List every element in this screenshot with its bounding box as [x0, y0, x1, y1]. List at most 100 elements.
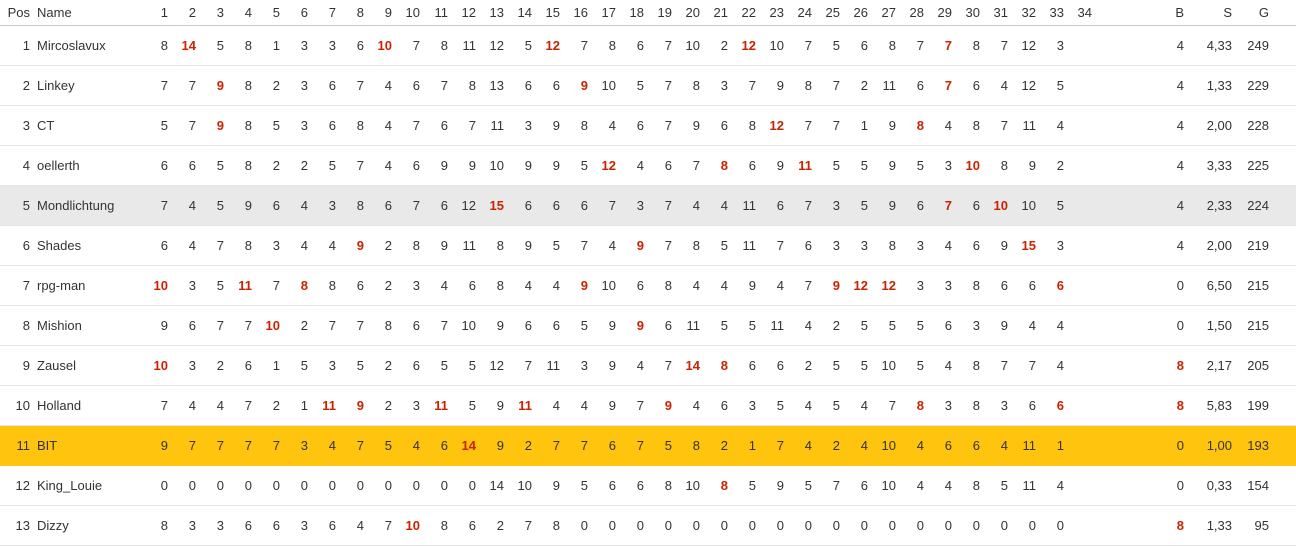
round-score-cell: 9	[504, 225, 532, 266]
round-score-cell: 5	[840, 345, 868, 386]
round-score-cell: 6	[980, 265, 1008, 306]
round-score-cell: 4	[532, 385, 560, 426]
round-score-cell: 9	[224, 185, 252, 226]
round-score-cell: 5	[1036, 65, 1064, 106]
round-score-cell: 4	[364, 145, 392, 186]
round-score-cell: 8	[140, 25, 168, 66]
round-score-cell: 9	[196, 105, 224, 146]
round-score-cell: 6	[504, 185, 532, 226]
round-score-cell: 11	[224, 265, 252, 306]
round-score-cell: 5	[896, 145, 924, 186]
average-cell: 2,33	[1184, 185, 1232, 226]
round-score-cell: 8	[952, 265, 980, 306]
col-header-round-12: 12	[448, 0, 476, 26]
col-header-round-23: 23	[756, 0, 784, 26]
round-score-cell: 3	[896, 225, 924, 266]
round-score-cell: 5	[560, 465, 588, 506]
round-score-cell: 5	[364, 425, 392, 466]
round-score-cell: 6	[896, 185, 924, 226]
round-score-cell: 7	[784, 25, 812, 66]
round-score-cell: 6	[420, 105, 448, 146]
col-header-round-5: 5	[252, 0, 280, 26]
round-score-cell: 0	[168, 465, 196, 506]
round-score-cell: 6	[700, 385, 728, 426]
round-score-cell: 7	[1008, 345, 1036, 386]
player-name-cell: BIT	[30, 425, 140, 466]
round-score-cell	[1064, 65, 1092, 106]
round-score-cell: 6	[924, 305, 952, 346]
round-score-cell: 6	[1036, 265, 1064, 306]
round-score-cell: 4	[168, 225, 196, 266]
round-score-cell: 7	[644, 65, 672, 106]
round-score-cell: 10	[476, 145, 504, 186]
round-score-cell: 11	[728, 185, 756, 226]
round-score-cell: 8	[700, 145, 728, 186]
player-row: 6 Shades 6 4 7 8 3 4 4 9 2 8 9 11 8 9 5 7 4 9 7 8 5 11 7 6 3 3 8 3 4 6 9…	[0, 225, 1296, 266]
round-score-cell: 4	[616, 145, 644, 186]
round-score-cell: 8	[672, 65, 700, 106]
total-points-cell: 249	[1232, 25, 1296, 66]
round-score-cell: 4	[784, 305, 812, 346]
round-score-cell: 4	[504, 265, 532, 306]
average-cell: 1,50	[1184, 305, 1232, 346]
round-score-cell: 10	[392, 505, 420, 546]
bonus-cell: 0	[1092, 425, 1184, 466]
col-header-round-31: 31	[980, 0, 1008, 26]
round-score-cell: 6	[140, 145, 168, 186]
round-score-cell	[1064, 305, 1092, 346]
average-cell: 4,33	[1184, 25, 1232, 66]
round-score-cell: 0	[280, 465, 308, 506]
round-score-cell: 0	[140, 465, 168, 506]
round-score-cell: 10	[672, 25, 700, 66]
total-points-cell: 154	[1232, 465, 1296, 506]
round-score-cell: 6	[392, 65, 420, 106]
col-header-round-17: 17	[588, 0, 616, 26]
round-score-cell: 12	[448, 185, 476, 226]
round-score-cell: 6	[560, 185, 588, 226]
round-score-cell: 0	[756, 505, 784, 546]
position-cell: 9	[0, 345, 30, 386]
round-score-cell: 10	[504, 465, 532, 506]
col-header-round-21: 21	[700, 0, 728, 26]
round-score-cell: 5	[812, 345, 840, 386]
round-score-cell: 7	[644, 345, 672, 386]
round-score-cell: 6	[616, 465, 644, 506]
round-score-cell: 7	[224, 425, 252, 466]
round-score-cell: 6	[728, 345, 756, 386]
round-score-cell: 5	[336, 345, 364, 386]
average-cell: 1,33	[1184, 65, 1232, 106]
round-score-cell: 2	[196, 345, 224, 386]
round-score-cell: 6	[252, 185, 280, 226]
round-score-cell: 8	[952, 105, 980, 146]
bonus-cell: 0	[1092, 305, 1184, 346]
average-cell: 1,00	[1184, 425, 1232, 466]
col-header-round-20: 20	[672, 0, 700, 26]
round-score-cell: 7	[168, 65, 196, 106]
round-score-cell: 8	[392, 225, 420, 266]
round-score-cell: 7	[336, 425, 364, 466]
round-score-cell: 0	[840, 505, 868, 546]
round-score-cell: 6	[616, 105, 644, 146]
round-score-cell: 4	[896, 465, 924, 506]
round-score-cell: 4	[840, 385, 868, 426]
bonus-cell: 4	[1092, 185, 1184, 226]
round-score-cell: 0	[868, 505, 896, 546]
round-score-cell: 9	[812, 265, 840, 306]
round-score-cell: 3	[280, 505, 308, 546]
round-score-cell: 7	[924, 185, 952, 226]
round-score-cell: 6	[364, 185, 392, 226]
col-header-round-19: 19	[644, 0, 672, 26]
round-score-cell: 4	[924, 105, 952, 146]
bonus-cell: 4	[1092, 105, 1184, 146]
round-score-cell: 0	[616, 505, 644, 546]
round-score-cell: 11	[756, 305, 784, 346]
round-score-cell: 4	[672, 265, 700, 306]
round-score-cell: 0	[952, 505, 980, 546]
total-points-cell: 229	[1232, 65, 1296, 106]
round-score-cell: 8	[420, 505, 448, 546]
round-score-cell: 6	[448, 265, 476, 306]
round-score-cell: 5	[840, 305, 868, 346]
player-row: 9 Zausel 10 3 2 6 1 5 3 5 2 6 5 5 12 7 11 3 9 4 7 14 8 6 6 2 5 5 10 5…	[0, 345, 1296, 386]
average-cell: 2,17	[1184, 345, 1232, 386]
round-score-cell: 8	[952, 385, 980, 426]
